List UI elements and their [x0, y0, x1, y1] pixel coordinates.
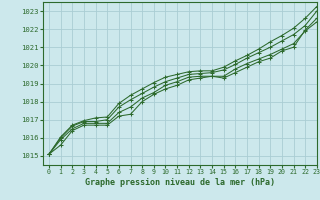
X-axis label: Graphe pression niveau de la mer (hPa): Graphe pression niveau de la mer (hPa) [85, 178, 275, 187]
